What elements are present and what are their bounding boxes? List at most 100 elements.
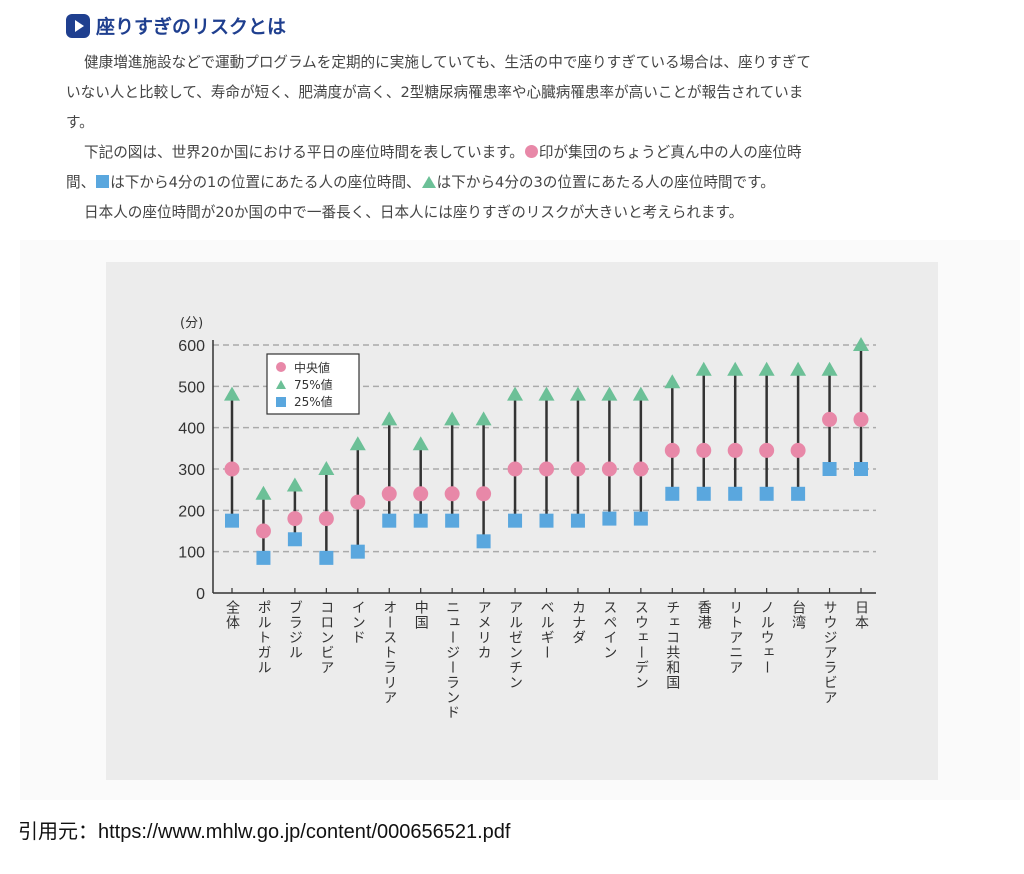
x-tick-label: オーストラリア xyxy=(381,600,397,705)
y-tick-label: 400 xyxy=(178,421,205,438)
p25-marker xyxy=(413,513,428,528)
x-tick-label: サウジアラビア xyxy=(822,600,838,705)
heading-text: 座りすぎのリスクとは xyxy=(96,16,287,38)
p25-marker xyxy=(539,513,554,528)
legend-median-label: 中央値 xyxy=(294,360,330,375)
p75-marker xyxy=(853,337,869,351)
x-tick-label: スペイン xyxy=(601,600,617,660)
median-marker xyxy=(633,461,649,477)
p25-marker xyxy=(728,486,743,501)
p2e: は下から4分の3の位置にあたる人の座位時間です。 xyxy=(436,174,775,191)
p25-marker xyxy=(350,544,365,559)
p75-marker xyxy=(286,477,303,492)
median-marker xyxy=(664,442,680,458)
p75-marker xyxy=(821,361,838,376)
p75-marker xyxy=(538,386,555,401)
median-marker xyxy=(853,411,869,427)
x-tick-label: 台湾 xyxy=(790,600,806,630)
p2d: は下から4分の1の位置にあたる人の座位時間、 xyxy=(110,174,421,191)
x-tick-label: カナダ xyxy=(570,600,586,645)
p25-marker xyxy=(287,532,302,547)
median-marker xyxy=(413,486,429,502)
y-tick-label: 100 xyxy=(178,545,205,562)
median-marker xyxy=(696,442,712,458)
median-marker xyxy=(539,461,554,477)
x-tick-label: アメリカ xyxy=(476,600,492,660)
p25-marker xyxy=(508,513,523,528)
median-marker xyxy=(224,461,240,477)
x-tick-label: スウェーデン xyxy=(633,600,649,690)
median-marker xyxy=(601,461,617,477)
p75-marker xyxy=(318,461,335,475)
p25-marker xyxy=(696,486,711,501)
p25-marker xyxy=(570,513,585,528)
p75-marker xyxy=(695,361,712,376)
median-marker xyxy=(727,442,743,458)
green-triangle-icon xyxy=(421,176,436,188)
p25-marker xyxy=(854,462,868,476)
section-heading: 座りすぎのリスクとは xyxy=(66,12,286,39)
p75-marker xyxy=(381,411,398,426)
p25-marker xyxy=(445,513,460,528)
p75-marker xyxy=(790,361,807,376)
x-tick-label: チェコ共和国 xyxy=(664,600,680,690)
p2b: 印が集団のちょうど真ん中の人の座位時 xyxy=(538,144,802,161)
p75-marker xyxy=(224,386,240,401)
y-tick-label: 600 xyxy=(178,338,205,355)
median-marker xyxy=(350,494,366,510)
x-tick-label: ニュージーランド xyxy=(444,600,460,720)
median-marker xyxy=(381,486,397,502)
median-marker xyxy=(570,461,586,477)
x-tick-label: ベルギー xyxy=(539,600,555,660)
y-tick-label: 300 xyxy=(178,462,205,479)
median-marker xyxy=(476,486,492,502)
p75-marker xyxy=(758,361,775,376)
p75-marker xyxy=(664,374,681,389)
pink-circle-icon xyxy=(524,145,538,158)
median-marker xyxy=(318,511,334,527)
legend-p25-marker xyxy=(276,397,286,407)
p25-marker xyxy=(476,534,491,549)
p25-marker xyxy=(665,486,680,501)
x-tick-label: ブラジル xyxy=(287,600,303,660)
p75-marker xyxy=(569,386,586,401)
y-axis-label: (分) xyxy=(180,316,203,331)
p1-line: 健康増進施設などで運動プログラムを定期的に実施していても、生活の中で座りすぎてい… xyxy=(84,54,811,71)
p2-line: 下記の図は、世界20か国における平日の座位時間を表しています。 印が集団のちょうど… xyxy=(66,138,996,168)
median-marker xyxy=(255,523,271,539)
p25-marker xyxy=(602,511,617,526)
legend-p25-label: 25%値 xyxy=(294,394,333,409)
median-marker xyxy=(444,486,460,502)
x-tick-label: コロンビア xyxy=(318,600,334,675)
p1-line: いない人と比較して、寿命が短く、肥満度が高く、2型糖尿病罹患率や心臓病罹患率が高… xyxy=(66,84,804,101)
x-tick-label: 日本 xyxy=(853,600,869,630)
x-tick-label: ノルウェー xyxy=(759,600,775,675)
x-tick-label: リトアニア xyxy=(727,600,743,675)
median-marker xyxy=(759,442,775,458)
p2a: 下記の図は、世界20か国における平日の座位時間を表しています。 xyxy=(84,144,524,161)
median-marker xyxy=(790,442,806,458)
y-tick-label: 0 xyxy=(196,586,205,603)
p25-marker xyxy=(225,513,239,528)
x-tick-label: 香港 xyxy=(696,600,712,630)
p25-marker xyxy=(822,462,837,476)
blue-square-icon xyxy=(96,175,110,188)
p2-line: 間、 は下から4分の1の位置にあたる人の座位時間、 は下から4分の3の位置にあたる人… xyxy=(66,168,996,198)
intro-text: 健康増進施設などで運動プログラムを定期的に実施していても、生活の中で座りすぎてい… xyxy=(66,48,996,228)
x-tick-label: アルゼンチン xyxy=(507,600,523,690)
legend-median-marker xyxy=(276,362,286,372)
p25-marker xyxy=(633,511,648,526)
play-icon xyxy=(66,13,90,38)
p25-marker xyxy=(256,550,271,565)
p25-marker xyxy=(759,486,774,501)
p75-marker xyxy=(444,411,461,426)
citation: 引用元：https://www.mhlw.go.jp/content/00065… xyxy=(18,821,511,843)
p75-marker xyxy=(727,361,744,376)
p3-line: 日本人の座位時間が20か国の中で一番長く、日本人には座りすぎのリスクが大きいと考… xyxy=(84,204,744,221)
p75-marker xyxy=(255,485,272,500)
x-tick-label: ポルトガル xyxy=(255,600,271,675)
legend-p75-marker xyxy=(276,380,286,389)
p25-marker xyxy=(791,486,806,501)
p75-marker xyxy=(632,386,649,401)
